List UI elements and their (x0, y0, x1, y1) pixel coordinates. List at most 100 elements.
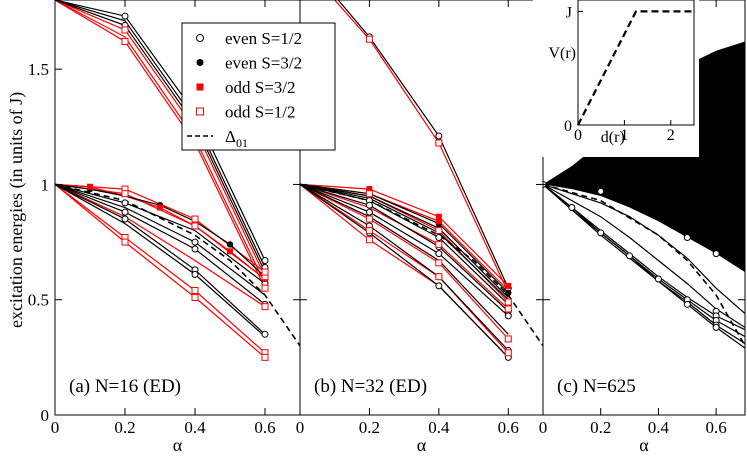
even-s12-point-11 (435, 250, 443, 258)
odd-s32-point-1 (87, 183, 93, 190)
legend-label-1: even S=1/2 (225, 29, 302, 48)
odd-s12-point-11 (504, 298, 512, 306)
inset-plot: 0 1 2 0 J V(r) d(r) (533, 0, 699, 157)
odd-s32-point-1 (366, 186, 373, 193)
y-tick-label-4: 1.5 (28, 60, 49, 79)
even-s12-point-1 (121, 12, 129, 20)
panel-label-1: (a) N=16 (ED) (69, 376, 181, 397)
even-s12-point-6 (365, 208, 373, 216)
delta01-curve (55, 183, 300, 347)
red-curve-4 (300, 183, 509, 303)
red-curve-2 (300, 183, 509, 287)
black-curve-9 (55, 183, 266, 338)
black-curve-7 (300, 183, 509, 317)
inset-y-label: V(r) (548, 45, 576, 62)
odd-s12-point-8 (121, 190, 129, 198)
y-tick-label-2: 0.5 (28, 291, 49, 310)
panel-2: 0 0.2 0.4 0.6 α (b) N=32 (ED) (296, 0, 544, 455)
odd-s12-point-12 (191, 222, 199, 230)
even-s12-point-12 (191, 270, 199, 278)
x-tick-label-1-2: 0.2 (114, 418, 135, 437)
x-tick-label-2-1: 0 (296, 418, 305, 437)
x-tick-label-1-3: 0.4 (184, 418, 206, 437)
even-s12-point-4 (626, 252, 634, 260)
red-curve-1 (55, 0, 266, 277)
even-s12-point-16 (504, 312, 512, 320)
even-s12-point-10 (191, 245, 199, 253)
odd-s32-point-3 (227, 248, 233, 255)
x-tick-label-2-3: 0.4 (428, 418, 450, 437)
odd-s12-point-2 (435, 139, 443, 147)
red-curve-7 (300, 183, 509, 354)
x-tick-label-3-1: 0 (539, 418, 548, 437)
odd-s12-point-13 (504, 335, 512, 343)
plot-area-2 (300, 0, 543, 361)
inset-y-tick-label-1: 0 (564, 118, 572, 135)
even-s12-point-5 (365, 201, 373, 209)
red-curve-8 (55, 183, 266, 354)
inset-frame (577, 0, 695, 126)
odd-s12-point-1 (121, 26, 129, 34)
even-s12-point-5 (261, 257, 269, 265)
even-s12-point-5 (654, 275, 662, 283)
legend-marker-odd-s32 (196, 83, 204, 91)
legend-box (181, 22, 336, 151)
inset-x-label: d(r) (601, 129, 625, 146)
inset-x-tick-label-3: 2 (667, 127, 675, 144)
odd-s12-point-14 (191, 293, 199, 301)
x-tick-label-3-3: 0.4 (648, 418, 670, 437)
x-tick-label-3-4: 0.6 (706, 418, 727, 437)
delta01-curve (300, 183, 543, 347)
odd-s32-point-2 (157, 204, 163, 211)
red-curve-8 (300, 183, 509, 358)
odd-s12-point-13 (191, 287, 199, 294)
red-curve-9 (55, 183, 266, 358)
red-curve-2 (55, 0, 266, 284)
inset-y-tick-label-2: J (566, 4, 572, 21)
y-axis-title: excitation energies (in units of J) (6, 92, 27, 328)
black-curve-8 (300, 183, 509, 335)
y-tick-label-1: 0 (41, 406, 50, 425)
black-curve-5 (55, 183, 266, 285)
odd-s12-point-15 (261, 268, 269, 276)
even-s12-point-15 (261, 330, 269, 338)
even-s12-point-12 (712, 323, 720, 331)
legend-marker-odd-s12 (196, 107, 204, 116)
odd-s12-point-6 (365, 236, 373, 244)
y-tick-label-3: 1 (41, 175, 50, 194)
black-curve-1 (55, 0, 266, 261)
black-curve-8 (55, 183, 266, 335)
legend-label-3: odd S=3/2 (225, 78, 296, 97)
red-curve-7 (55, 183, 266, 308)
black-curve-3 (55, 0, 266, 273)
even-s12-point-8 (121, 215, 129, 223)
black-curve-7 (55, 183, 266, 305)
even-s12-point-6 (121, 199, 129, 207)
x-tick-label-2-2: 0.2 (359, 418, 380, 437)
black-curve-1 (337, 0, 509, 289)
odd-s12-point-3 (365, 190, 373, 198)
even-s12-point-14 (683, 233, 691, 241)
odd-s32-point-2 (435, 213, 442, 220)
odd-s12-point-6 (261, 284, 269, 292)
delta01-curve (543, 183, 745, 347)
even-s12-point-7 (683, 300, 691, 308)
even-s12-point-2 (435, 132, 443, 140)
panel-label-3: (c) N=625 (557, 376, 636, 397)
red-curve-6 (300, 183, 509, 340)
even-s12-point-9 (435, 233, 443, 241)
x-tick-label-3-2: 0.2 (590, 418, 611, 437)
panel-1: 0 0.5 1 1.5 0 0.2 0.4 0.6 α (a) N=16 (ED) (28, 0, 301, 455)
odd-s12-point-12 (504, 305, 512, 313)
panel-frame-3 (542, 0, 746, 416)
x-tick-label-1-4: 0.6 (254, 418, 275, 437)
black-curve-3 (300, 183, 509, 298)
x-tick-label-1-1: 0 (51, 418, 60, 437)
odd-s12-point-4 (365, 215, 373, 223)
black-curve-2 (300, 183, 509, 294)
x-axis-title-1: α (173, 435, 183, 455)
even-s12-point-15 (712, 250, 720, 258)
inset-curve (577, 10, 694, 126)
inset-x-tick-label-1: 0 (574, 127, 582, 144)
